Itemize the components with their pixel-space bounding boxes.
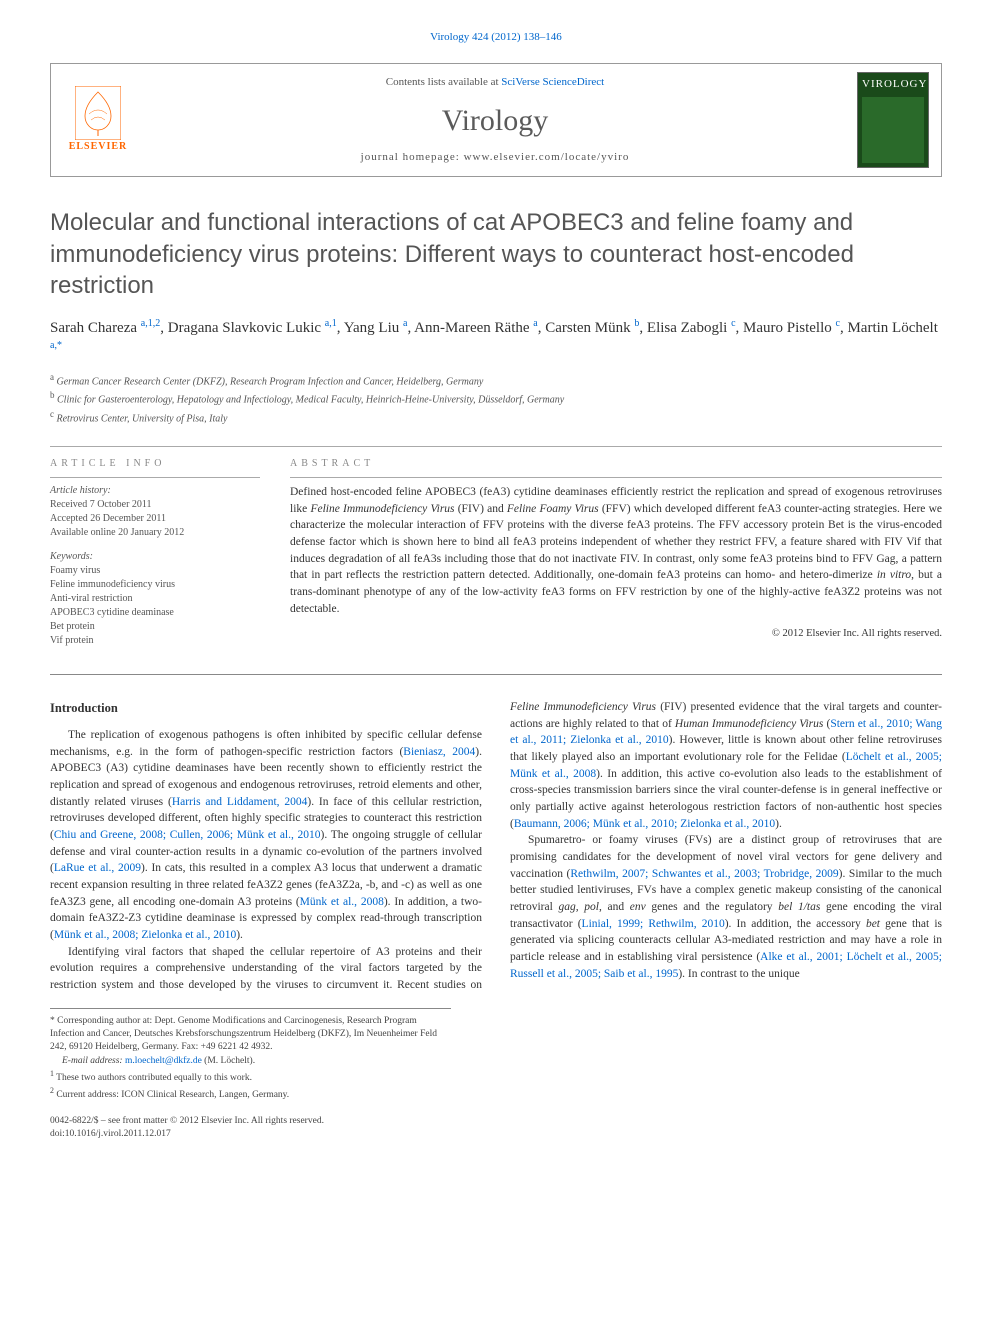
- journal-cover-thumbnail: VIROLOGY: [857, 72, 929, 168]
- email-label: E-mail address:: [62, 1056, 123, 1066]
- cover-label: VIROLOGY: [862, 77, 924, 92]
- author: Carsten Münk b: [545, 320, 639, 336]
- author-marks: a,1: [325, 318, 337, 329]
- corr-mark: *: [50, 1016, 55, 1026]
- abstract-label: ABSTRACT: [290, 457, 942, 471]
- affiliation-list: a German Cancer Research Center (DKFZ), …: [50, 371, 942, 426]
- homepage-prefix: journal homepage:: [361, 151, 464, 163]
- email-line: E-mail address: m.loechelt@dkfz.de (M. L…: [50, 1055, 451, 1068]
- author-marks: a,1,2: [141, 318, 160, 329]
- author: Yang Liu a: [344, 320, 408, 336]
- author: Ann-Mareen Räthe a: [414, 320, 538, 336]
- citation-link[interactable]: Alke et al., 2001; Löchelt et al., 2005;…: [510, 951, 942, 980]
- contents-prefix: Contents lists available at: [386, 76, 501, 88]
- article-title: Molecular and functional interactions of…: [50, 207, 942, 301]
- keyword: APOBEC3 cytidine deaminase: [50, 606, 260, 620]
- footnote-1: 1 These two authors contributed equally …: [50, 1068, 451, 1085]
- sciencedirect-link[interactable]: SciVerse ScienceDirect: [501, 76, 604, 88]
- citation-link[interactable]: Baumann, 2006; Münk et al., 2010; Zielon…: [514, 818, 775, 830]
- citation-link[interactable]: Löchelt et al., 2005; Münk et al., 2008: [510, 751, 942, 780]
- keyword: Feline immunodeficiency virus: [50, 578, 260, 592]
- fn2-text: Current address: ICON Clinical Research,…: [56, 1091, 289, 1101]
- fn1-mark: 1: [50, 1069, 54, 1078]
- introduction-heading: Introduction: [50, 699, 482, 717]
- journal-ref-link[interactable]: Virology 424 (2012) 138–146: [430, 31, 562, 43]
- author-marks: c: [836, 318, 840, 329]
- author: Mauro Pistello c: [743, 320, 840, 336]
- citation-link[interactable]: Linial, 1999; Rethwilm, 2010: [582, 918, 725, 930]
- journal-title: Virology: [133, 100, 857, 142]
- journal-homepage: journal homepage: www.elsevier.com/locat…: [133, 150, 857, 165]
- history-label: Article history:: [50, 484, 260, 498]
- footnotes: * Corresponding author at: Dept. Genome …: [50, 1008, 451, 1103]
- affiliation: c Retrovirus Center, University of Pisa,…: [50, 408, 942, 426]
- citation-link[interactable]: Bieniasz, 2004: [403, 746, 475, 758]
- divider: [50, 446, 942, 447]
- elsevier-logo: ELSEVIER: [63, 80, 133, 160]
- fn1-text: These two authors contributed equally to…: [56, 1073, 252, 1083]
- citation-link[interactable]: Chiu and Greene, 2008; Cullen, 2006; Mün…: [54, 829, 321, 841]
- article-info-label: ARTICLE INFO: [50, 457, 260, 471]
- citation-link[interactable]: Rethwilm, 2007; Schwantes et al., 2003; …: [570, 868, 838, 880]
- keyword: Foamy virus: [50, 564, 260, 578]
- citation-link[interactable]: Harris and Liddament, 2004: [172, 796, 308, 808]
- elsevier-tree-icon: [75, 86, 121, 140]
- abstract-text: Defined host-encoded feline APOBEC3 (feA…: [290, 484, 942, 617]
- divider-full: [50, 674, 942, 675]
- keyword: Vif protein: [50, 634, 260, 648]
- journal-header: ELSEVIER Contents lists available at Sci…: [50, 63, 942, 177]
- abstract-copyright: © 2012 Elsevier Inc. All rights reserved…: [290, 627, 942, 642]
- elsevier-brand-text: ELSEVIER: [69, 140, 128, 154]
- footnote-2: 2 Current address: ICON Clinical Researc…: [50, 1085, 451, 1102]
- citation-link[interactable]: Münk et al., 2008: [300, 896, 384, 908]
- front-matter-line: 0042-6822/$ – see front matter © 2012 El…: [50, 1115, 942, 1128]
- author: Sarah Chareza a,1,2: [50, 320, 160, 336]
- article-info-column: ARTICLE INFO Article history: Received 7…: [50, 457, 260, 648]
- email-person: (M. Löchelt).: [204, 1056, 255, 1066]
- intro-paragraph-1: The replication of exogenous pathogens i…: [50, 727, 482, 944]
- keyword: Anti-viral restriction: [50, 592, 260, 606]
- footer-metadata: 0042-6822/$ – see front matter © 2012 El…: [50, 1115, 942, 1142]
- keyword: Bet protein: [50, 620, 260, 634]
- cover-image-placeholder: [862, 97, 924, 164]
- history-line: Available online 20 January 2012: [50, 526, 260, 540]
- abstract-column: ABSTRACT Defined host-encoded feline APO…: [290, 457, 942, 648]
- corresponding-author-note: * Corresponding author at: Dept. Genome …: [50, 1015, 451, 1055]
- author-marks: a: [533, 318, 537, 329]
- article-body: Introduction The replication of exogenou…: [50, 699, 942, 994]
- history-line: Accepted 26 December 2011: [50, 512, 260, 526]
- author-list: Sarah Chareza a,1,2, Dragana Slavkovic L…: [50, 317, 942, 361]
- keywords-label: Keywords:: [50, 550, 260, 564]
- author-marks: c: [731, 318, 735, 329]
- fn2-mark: 2: [50, 1086, 54, 1095]
- corr-text: Corresponding author at: Dept. Genome Mo…: [50, 1016, 437, 1053]
- author-marks: a,*: [50, 340, 62, 351]
- intro-paragraph-3: Spumaretro- or foamy viruses (FVs) are a…: [510, 832, 942, 982]
- affiliation: b Clinic for Gasteroenterology, Hepatolo…: [50, 389, 942, 407]
- doi-line: doi:10.1016/j.virol.2011.12.017: [50, 1128, 942, 1141]
- affiliation: a German Cancer Research Center (DKFZ), …: [50, 371, 942, 389]
- homepage-url: www.elsevier.com/locate/yviro: [464, 151, 630, 163]
- contents-list-line: Contents lists available at SciVerse Sci…: [133, 75, 857, 90]
- corresponding-email-link[interactable]: m.loechelt@dkfz.de: [125, 1056, 202, 1066]
- citation-link[interactable]: Münk et al., 2008; Zielonka et al., 2010: [54, 929, 236, 941]
- history-line: Received 7 October 2011: [50, 498, 260, 512]
- journal-reference: Virology 424 (2012) 138–146: [50, 30, 942, 45]
- author-marks: b: [634, 318, 639, 329]
- citation-link[interactable]: LaRue et al., 2009: [54, 862, 141, 874]
- author-marks: a: [403, 318, 407, 329]
- author: Dragana Slavkovic Lukic a,1: [168, 320, 337, 336]
- author: Elisa Zabogli c: [647, 320, 736, 336]
